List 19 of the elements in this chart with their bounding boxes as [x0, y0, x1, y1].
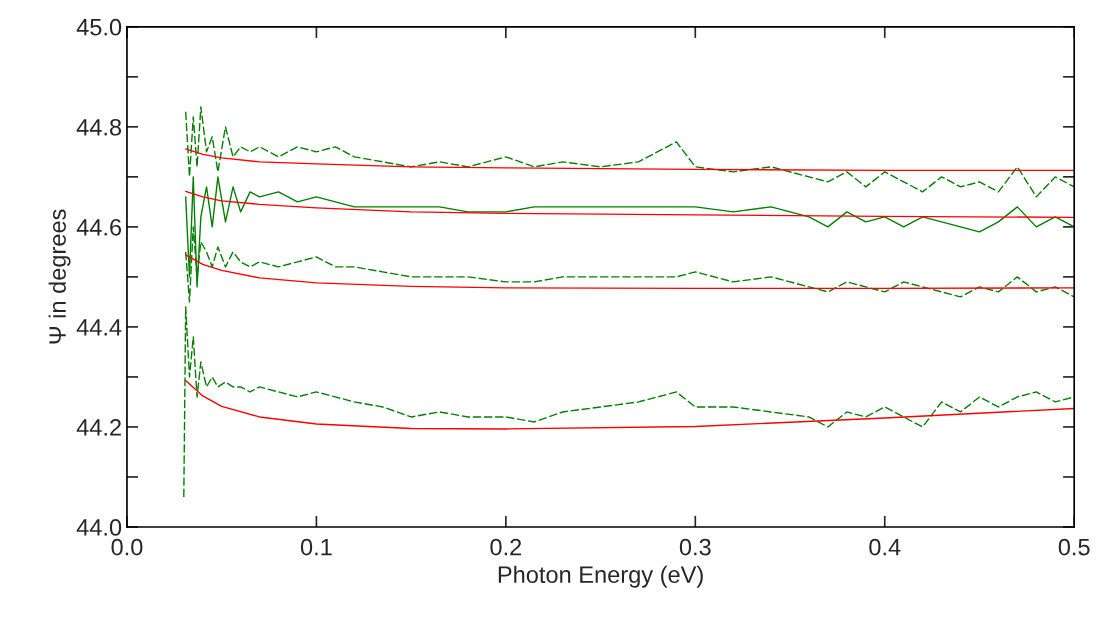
x-tick-label: 0.3 — [679, 538, 711, 556]
x-tick-label: 0.5 — [1058, 538, 1090, 556]
x-tick-label: 0.2 — [490, 538, 522, 556]
x-tick-label: 0.0 — [111, 538, 143, 556]
line-series — [184, 106, 1075, 198]
x-tick-label: 0.1 — [300, 538, 332, 556]
x-axis-title: Photon Energy (eV) — [498, 565, 703, 588]
y-tick-label: 44.4 — [76, 319, 122, 336]
line-series — [184, 254, 1075, 290]
y-axis-title: Ψ in degrees — [48, 209, 71, 344]
y-tick-label: 44.0 — [76, 519, 122, 536]
line-series — [184, 148, 1075, 172]
y-tick-label: 44.2 — [76, 419, 121, 436]
line-series — [184, 190, 1075, 219]
y-tick-label: 45.0 — [76, 18, 122, 36]
y-tick-label: 44.6 — [76, 218, 122, 236]
x-tick-label: 0.4 — [869, 538, 901, 556]
line-series — [184, 379, 1075, 430]
y-tick-label: 44.8 — [76, 118, 122, 136]
